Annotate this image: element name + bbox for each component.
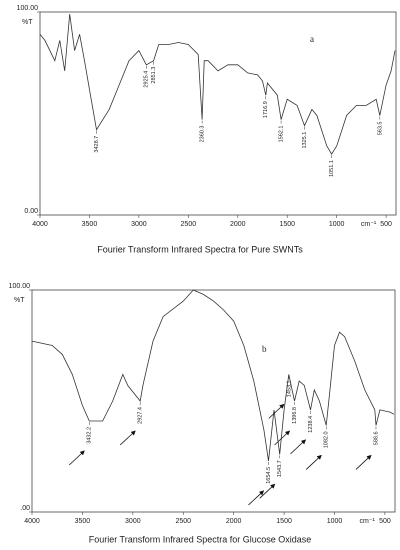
x-tick-label: 4000 [32, 221, 48, 228]
x-tick-label: 2500 [181, 221, 197, 228]
spectrum-line [31, 289, 395, 461]
peak-label: 1716.9 [263, 101, 269, 118]
y-tick-label: 100.00 [9, 283, 31, 290]
x-tick-label: 3000 [125, 518, 141, 525]
x-tick-label: 3000 [131, 221, 147, 228]
arrow [248, 490, 265, 506]
x-tick-label: 3500 [82, 221, 98, 228]
peak-label: 588.6 [373, 431, 379, 445]
x-tick-label: 2000 [230, 221, 246, 228]
peak-label: 3432.2 [87, 427, 93, 444]
peak-label: 1051.1 [329, 160, 335, 177]
arrow [268, 403, 285, 419]
y-axis-label: %T [22, 19, 33, 26]
panel-tag: b [262, 344, 267, 354]
arrow [355, 454, 372, 470]
x-tick-label: 2000 [226, 518, 242, 525]
x-tick-label: 500 [379, 518, 391, 525]
x-tick-label: 1000 [329, 221, 345, 228]
peak-label: 1654.5 [266, 467, 272, 484]
x-axis-label: cm⁻¹ [359, 518, 375, 525]
peak-label: 2927.4 [138, 407, 144, 424]
plot-frame [39, 11, 397, 216]
arrow [259, 483, 276, 499]
x-tick-label: 1500 [276, 518, 292, 525]
x-axis-label: cm⁻¹ [361, 221, 377, 228]
x-tick-label: 2500 [175, 518, 191, 525]
peak-label: 2851.3 [151, 67, 157, 84]
peak-label: 1453.1 [286, 380, 292, 397]
arrow [119, 430, 136, 446]
x-tick-label: 4000 [24, 518, 40, 525]
y-tick-label: 100.00 [17, 5, 39, 12]
arrow [290, 439, 307, 455]
peak-label: 563.5 [377, 122, 383, 136]
peak-label: 1325.1 [302, 132, 308, 149]
peak-label: 3428.7 [94, 136, 100, 153]
x-tick-label: 1000 [327, 518, 343, 525]
peak-label: 1562.1 [279, 126, 285, 143]
caption: Fourier Transform Infrared Spectra for G… [89, 534, 312, 544]
peak-label: 2925.4 [144, 71, 150, 88]
x-tick-label: 3500 [75, 518, 91, 525]
arrow [68, 450, 85, 466]
y-tick-label: .00 [20, 505, 30, 512]
caption: Fourier Transform Infrared Spectra for P… [97, 244, 303, 254]
x-tick-label: 1500 [279, 221, 295, 228]
y-tick-label: 0.00 [24, 208, 38, 215]
peak-label: 1543.7 [277, 460, 283, 477]
peak-label: 1082.0 [324, 431, 330, 448]
panel-tag: a [310, 34, 314, 44]
peak-label: 2360.3 [200, 126, 206, 143]
plot-frame [31, 289, 396, 513]
arrow [274, 430, 291, 446]
y-axis-label: %T [14, 297, 25, 304]
spectrum-line [39, 13, 396, 155]
x-tick-label: 500 [380, 221, 392, 228]
peak-label: 1396.8 [292, 407, 298, 424]
arrow [305, 454, 322, 470]
peak-label: 1238.4 [308, 416, 314, 433]
